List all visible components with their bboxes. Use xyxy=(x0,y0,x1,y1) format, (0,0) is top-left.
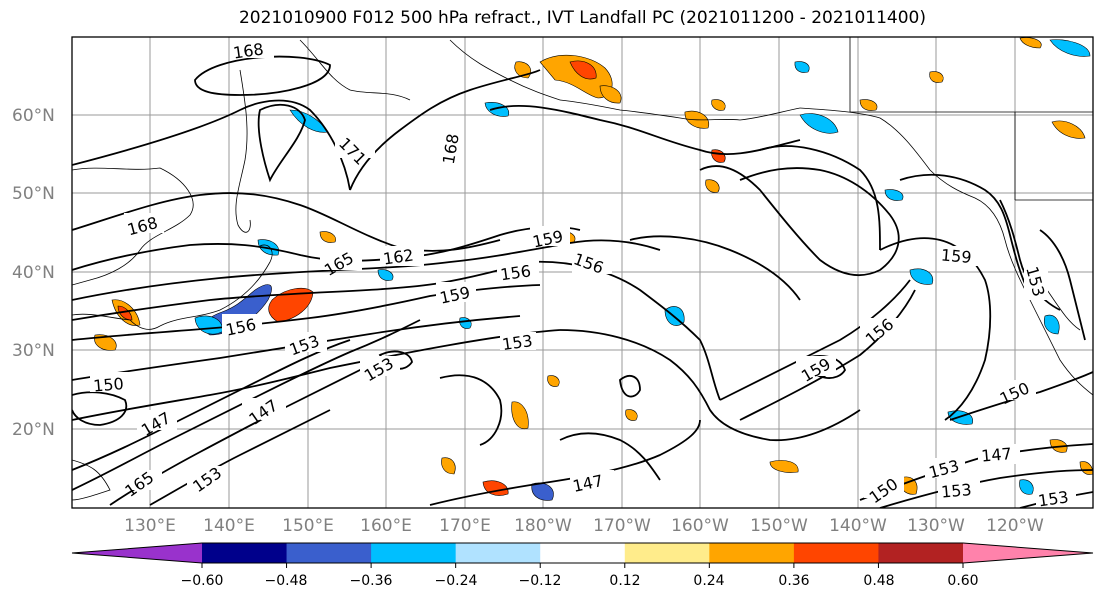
lat-label: 20°N xyxy=(12,420,55,440)
colorbar-bin xyxy=(878,543,964,563)
lon-label: 180°W xyxy=(514,516,572,536)
lat-label: 50°N xyxy=(12,184,55,204)
lon-label: 170°W xyxy=(593,516,651,536)
contour-label: 150 xyxy=(92,374,124,396)
colorbar-tick-label: 0.48 xyxy=(863,573,894,589)
colorbar-tick-label: −0.24 xyxy=(435,573,478,589)
contour-label: 162 xyxy=(382,245,415,268)
colorbar-bin xyxy=(793,543,879,563)
colorbar-bin xyxy=(202,543,288,563)
colorbar-extend-high xyxy=(963,543,1093,563)
colorbar-tick-label: 0.24 xyxy=(693,573,724,589)
contour-label: 153 xyxy=(940,480,972,502)
contour-label: 153 xyxy=(1037,487,1070,510)
lon-label: 130°E xyxy=(124,516,176,536)
contour-label: 159 xyxy=(940,245,972,267)
lon-label: 160°E xyxy=(360,516,412,536)
lat-label: 30°N xyxy=(12,341,55,361)
lon-label: 140°E xyxy=(203,516,255,536)
colorbar-extend-low xyxy=(72,543,202,563)
map-title: 2021010900 F012 500 hPa refract., IVT La… xyxy=(238,8,926,28)
colorbar-tick-label: −0.48 xyxy=(265,573,308,589)
colorbar-tick-label: 0.36 xyxy=(778,573,809,589)
colorbar-bin xyxy=(371,543,457,563)
colorbar-ticks: −0.60 −0.48 −0.36 −0.24 −0.12 0.12 0.24 … xyxy=(181,573,979,589)
lon-label: 160°W xyxy=(671,516,729,536)
lon-label: 130°W xyxy=(907,516,965,536)
contour-labels: 168 171 168 168 165 162 159 156 156 159 … xyxy=(90,39,1076,510)
colorbar-tick-label: 0.60 xyxy=(947,573,978,589)
colorbar-tick-label: −0.60 xyxy=(181,573,224,589)
lon-label: 150°E xyxy=(282,516,334,536)
lat-label: 60°N xyxy=(12,106,55,126)
contour-label: 156 xyxy=(499,261,532,284)
latitude-labels: 60°N 50°N 40°N 30°N 20°N xyxy=(12,106,55,440)
contour-label: 168 xyxy=(232,39,265,62)
colorbar-bin xyxy=(540,543,626,563)
colorbar-bin xyxy=(286,543,372,563)
colorbar-bin xyxy=(455,543,541,563)
longitude-labels: 130°E 140°E 150°E 160°E 170°E 180°W 170°… xyxy=(124,516,1044,536)
lon-label: 120°W xyxy=(986,516,1044,536)
colorbar-tick-label: −0.12 xyxy=(519,573,562,589)
lon-label: 150°W xyxy=(750,516,808,536)
lon-label: 170°E xyxy=(439,516,491,536)
contour-label: 153 xyxy=(501,331,534,354)
lon-label: 140°W xyxy=(829,516,887,536)
colorbar xyxy=(71,542,1094,568)
colorbar-bin xyxy=(624,543,710,563)
colorbar-tick-label: −0.36 xyxy=(350,573,393,589)
refractivity-contours xyxy=(72,55,1093,508)
colorbar-tick-label: 0.12 xyxy=(609,573,640,589)
lat-label: 40°N xyxy=(12,263,55,283)
coastlines xyxy=(72,37,1093,501)
colorbar-bin xyxy=(709,543,795,563)
contour-label: 147 xyxy=(980,444,1012,466)
